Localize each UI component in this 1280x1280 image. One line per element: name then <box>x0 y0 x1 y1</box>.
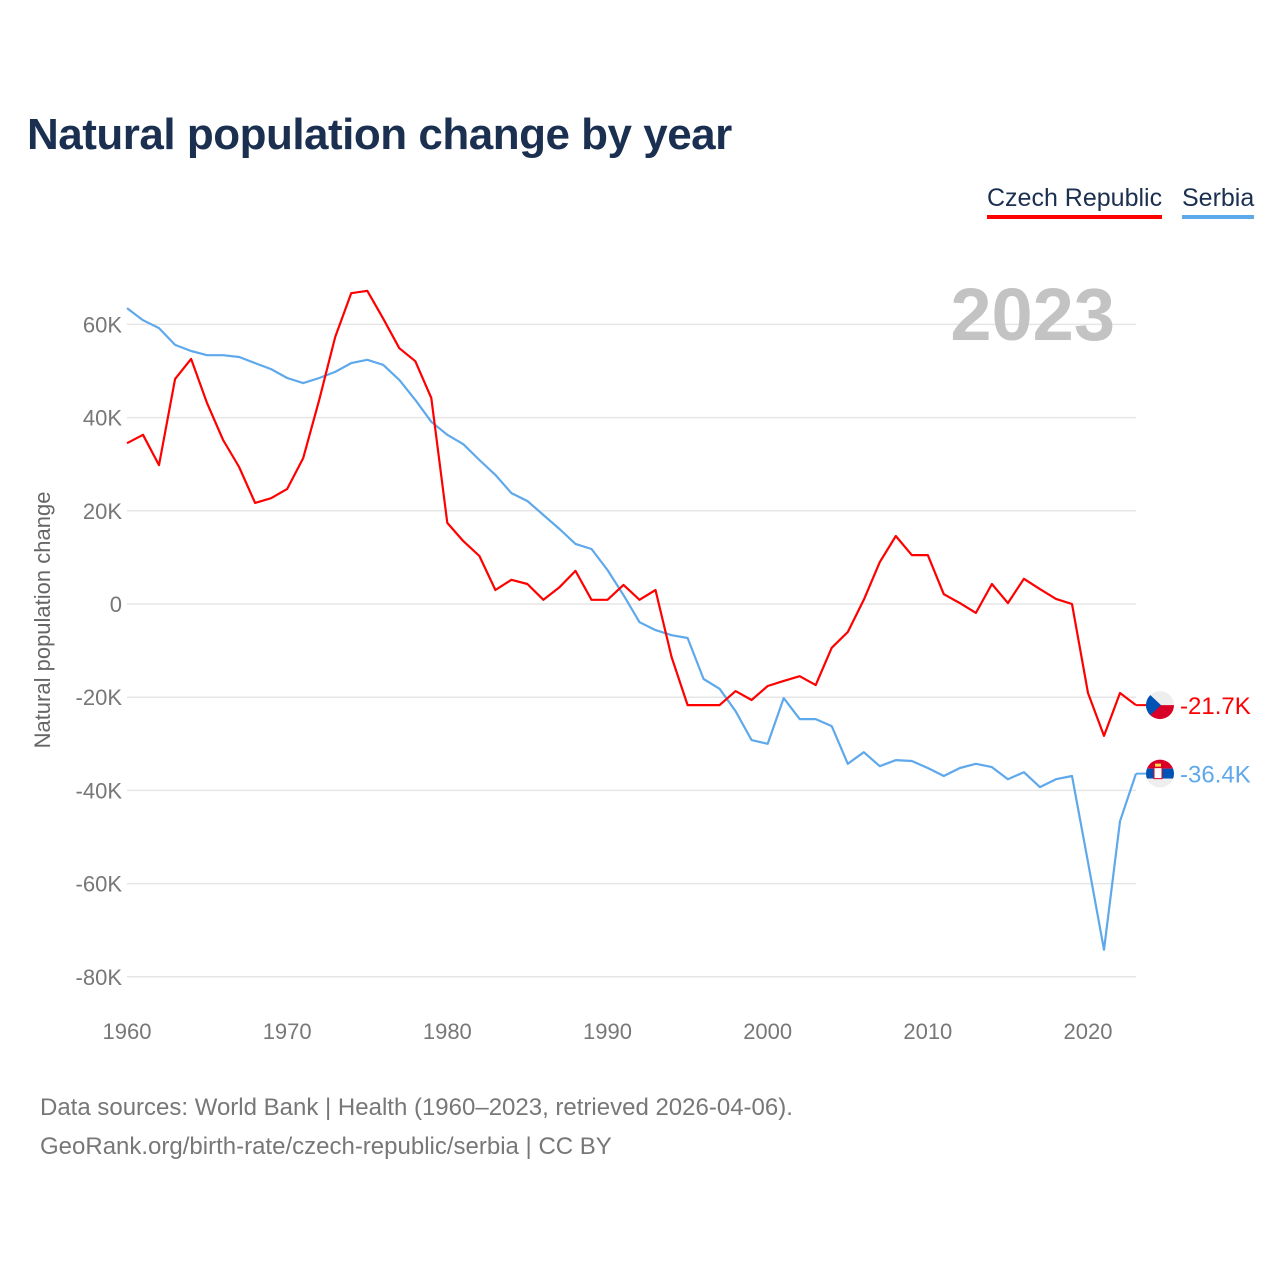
y-tick-label: -20K <box>76 685 123 710</box>
grid-lines <box>127 323 1136 978</box>
y-tick-label: -40K <box>76 778 123 803</box>
y-tick-label: 60K <box>83 312 122 337</box>
x-tick-label: 2020 <box>1064 1019 1113 1044</box>
footer-attribution[interactable]: GeoRank.org/birth-rate/czech-republic/se… <box>40 1133 612 1160</box>
x-tick-label: 2010 <box>903 1019 952 1044</box>
y-tick-label: -80K <box>76 965 123 990</box>
x-tick-label: 1970 <box>263 1019 312 1044</box>
series-lines <box>126 289 1138 951</box>
end-value-label: -36.4K <box>1180 762 1251 789</box>
y-axis-ticks: 60K 40K 20K 0 -20K -40K -60K -80K <box>76 312 123 989</box>
end-value-label: -21.7K <box>1180 693 1251 720</box>
series-line-czech-republic[interactable] <box>126 289 1137 738</box>
footer-sources: Data sources: World Bank | Health (1960–… <box>40 1094 793 1121</box>
y-tick-label: -60K <box>76 872 123 897</box>
series-end-labels: -21.7K -36.4K <box>1136 691 1251 789</box>
y-tick-label: 20K <box>83 499 122 524</box>
x-axis-ticks: 1960 1970 1980 1990 2000 2010 2020 <box>103 1019 1113 1044</box>
year-watermark: 2023 <box>950 273 1115 356</box>
legend-item-czech-republic[interactable]: Czech Republic <box>987 184 1163 219</box>
x-tick-label: 2000 <box>743 1019 792 1044</box>
chart-footer: Data sources: World Bank | Health (1960–… <box>40 1088 793 1166</box>
series-line-serbia[interactable] <box>126 307 1138 951</box>
x-tick-label: 1960 <box>103 1019 152 1044</box>
chart-title: Natural population change by year <box>27 110 732 159</box>
y-tick-label: 0 <box>110 592 122 617</box>
legend-item-serbia[interactable]: Serbia <box>1182 184 1255 219</box>
y-tick-label: 40K <box>83 406 122 431</box>
serbia-flag-icon <box>1146 759 1174 788</box>
czech-flag-icon <box>1146 691 1174 720</box>
x-tick-label: 1990 <box>583 1019 632 1044</box>
x-tick-label: 1980 <box>423 1019 472 1044</box>
